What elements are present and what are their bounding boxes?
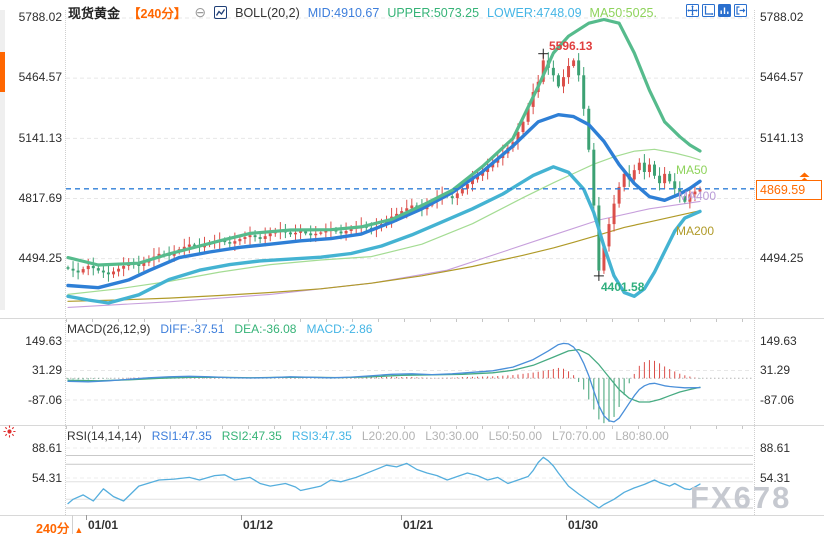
- xaxis-tick: [566, 515, 567, 520]
- xaxis-line: [0, 515, 824, 516]
- macd-axis-label: 31.29: [31, 363, 62, 377]
- price-axis-label: 5788.02: [18, 10, 62, 24]
- price-axis-label: 4494.25: [18, 251, 62, 265]
- macd-hist-value: MACD:-2.86: [306, 322, 373, 336]
- boll-upper-value: UPPER:5073.25: [387, 5, 480, 20]
- rsi-axis-label: 54.31: [31, 471, 62, 485]
- price-axis-label: 5464.57: [18, 70, 62, 84]
- macd-title: MACD(26,12,9): [67, 322, 151, 336]
- rsi3-value: RSI3:47.35: [291, 429, 352, 443]
- symbol-name: 现货黄金: [68, 6, 121, 21]
- boll-lower-value: LOWER:4748.09: [487, 5, 582, 20]
- ma400-line-label: MA400: [678, 189, 717, 203]
- rsi-level-label: L20:20.00: [361, 429, 416, 443]
- rsi-level-label: L50:50.00: [488, 429, 543, 443]
- pan-icon[interactable]: [686, 4, 699, 17]
- pane-separator: [0, 425, 824, 426]
- rsi-level-label: L30:30.00: [425, 429, 479, 443]
- xaxis-tick: [86, 515, 87, 520]
- xaxis-date-label: 01/21: [403, 518, 434, 532]
- rsi-axis-label: 54.31: [760, 471, 791, 485]
- low-price-annotation: 4401.58: [601, 280, 645, 294]
- rsi-header: RSI(14,14,14) RSI1:47.35 RSI2:47.35 RSI3…: [67, 429, 669, 443]
- candlestick-chart-icon[interactable]: [214, 6, 228, 19]
- boll-label: BOLL(20,2): [235, 5, 300, 20]
- left-axis-border: [65, 10, 66, 515]
- ma50-line-label: MA50: [676, 163, 708, 177]
- price-axis-label: 5141.13: [18, 131, 62, 145]
- ma50-value: MA50:5025.: [589, 5, 657, 20]
- price-axis-label: 5141.13: [760, 131, 804, 145]
- watermark: FX678: [690, 480, 792, 515]
- price-axis-label: 5464.57: [760, 70, 804, 84]
- rsi2-value: RSI2:47.35: [221, 429, 282, 443]
- chart-header: 现货黄金 【240分】 ⊖ BOLL(20,2) MID:4910.67 UPP…: [68, 3, 657, 22]
- macd-header: MACD(26,12,9) DIFF:-37.51 DEA:-36.08 MAC…: [67, 322, 372, 336]
- left-scrollbar-track: [0, 10, 5, 310]
- macd-dea-value: DEA:-36.08: [234, 322, 297, 336]
- separator-ticks: [66, 319, 754, 322]
- right-axis-border: [754, 10, 755, 515]
- bar-chart-icon[interactable]: [718, 4, 731, 17]
- macd-diff-value: DIFF:-37.51: [160, 322, 225, 336]
- macd-axis-label: 149.63: [25, 334, 62, 348]
- sun-icon[interactable]: [2, 424, 17, 444]
- xaxis-tick: [401, 515, 402, 520]
- ma200-line-label: MA200: [676, 224, 715, 238]
- price-axis-label: 5788.02: [760, 10, 804, 24]
- rsi-level-label: L80:80.00: [615, 429, 669, 443]
- price-axis-label: 4494.25: [760, 251, 804, 265]
- macd-axis-label: -87.06: [760, 393, 795, 407]
- xaxis-date-label: 01/30: [568, 518, 599, 532]
- axis-scale-icon[interactable]: [702, 4, 715, 17]
- collapse-indicator-icon[interactable]: ⊖: [194, 4, 207, 20]
- xaxis-tick: [241, 515, 242, 520]
- xaxis-date-label: 01/12: [243, 518, 274, 532]
- xaxis-date-label: 01/01: [88, 518, 119, 532]
- boll-mid-value: MID:4910.67: [307, 5, 380, 20]
- rsi-axis-label: 88.61: [760, 441, 791, 455]
- high-price-annotation: 5596.13: [549, 39, 593, 53]
- separator-ticks: [66, 426, 754, 429]
- macd-axis-label: 31.29: [760, 363, 791, 377]
- chart-toolbar: [686, 4, 747, 17]
- timeframe-label[interactable]: 【240分】: [128, 7, 187, 21]
- exit-icon[interactable]: [734, 4, 747, 17]
- rsi1-value: RSI1:47.35: [151, 429, 212, 443]
- triangle-up-icon: ▲: [74, 525, 84, 534]
- rsi-title: RSI(14,14,14): [67, 429, 142, 443]
- price-axis-label: 4817.69: [18, 191, 62, 205]
- last-price-tag: 4869.59: [756, 180, 822, 200]
- timeframe-selector[interactable]: 240分 ▲: [36, 522, 84, 534]
- macd-axis-label: -87.06: [27, 393, 62, 407]
- rsi-axis-label: 88.61: [31, 441, 62, 455]
- rsi-level-label: L70:70.00: [552, 429, 606, 443]
- macd-axis-label: 149.63: [760, 334, 797, 348]
- pane-separator: [0, 318, 824, 319]
- left-scrollbar-thumb[interactable]: [0, 52, 5, 92]
- bottom-separator: [72, 515, 73, 534]
